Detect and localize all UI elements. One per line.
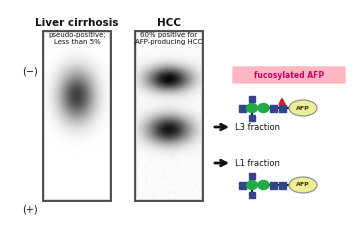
Bar xyxy=(270,182,277,188)
Ellipse shape xyxy=(289,100,317,116)
Bar xyxy=(135,31,203,201)
Text: L1 fraction: L1 fraction xyxy=(235,158,280,167)
Bar xyxy=(278,182,286,188)
Bar xyxy=(248,172,254,178)
Polygon shape xyxy=(279,98,285,104)
Ellipse shape xyxy=(258,180,269,190)
Ellipse shape xyxy=(258,104,269,112)
Text: pseudo-positive;
Less than 5%: pseudo-positive; Less than 5% xyxy=(48,32,106,45)
Ellipse shape xyxy=(289,177,317,193)
Text: AFP: AFP xyxy=(296,106,310,111)
Text: HCC: HCC xyxy=(157,18,181,28)
Ellipse shape xyxy=(247,180,257,190)
Bar xyxy=(248,114,254,120)
Bar xyxy=(248,95,254,101)
Text: (−): (−) xyxy=(22,67,38,77)
Bar xyxy=(239,182,245,188)
Text: AFP: AFP xyxy=(296,183,310,188)
Ellipse shape xyxy=(247,104,257,112)
Text: 60% positive for
AFP-producing HCC: 60% positive for AFP-producing HCC xyxy=(135,32,203,45)
Bar xyxy=(43,31,111,201)
FancyBboxPatch shape xyxy=(233,67,345,83)
Text: (+): (+) xyxy=(22,205,38,215)
Text: L3 fraction: L3 fraction xyxy=(235,123,280,131)
Text: Liver cirrhosis: Liver cirrhosis xyxy=(35,18,119,28)
Bar xyxy=(278,104,286,112)
Bar xyxy=(270,104,277,112)
Bar xyxy=(239,104,245,112)
Text: fucosylated AFP: fucosylated AFP xyxy=(254,71,324,79)
Bar xyxy=(248,191,254,197)
